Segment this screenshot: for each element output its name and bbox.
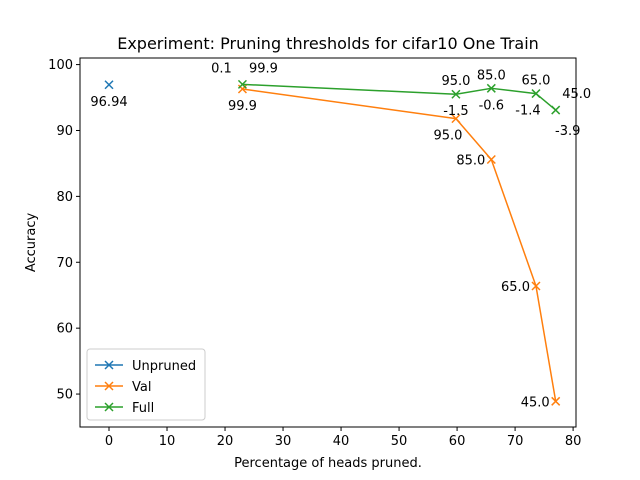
data-label-full: 95.0: [441, 74, 470, 89]
y-axis-title: Accuracy: [24, 213, 39, 273]
series-line-full: [242, 83, 557, 111]
data-label-full: 45.0: [562, 87, 591, 102]
marker-stroke: [486, 83, 496, 93]
y-tick-label: 50: [56, 388, 73, 403]
legend-label-val: Val: [132, 380, 151, 395]
x-tick-label: 40: [333, 434, 350, 449]
data-label-full: -1.5: [443, 104, 468, 119]
legend: Unpruned Val Full: [86, 348, 206, 421]
axes: 0 10 20 30 40 50 60 70 80 50 60 70 80 90 100: [48, 58, 581, 449]
data-label-val: 45.0: [521, 395, 550, 410]
data-label-val: 99.9: [228, 99, 257, 114]
plot-area: 96.94 99.9 95.0 85.0 65.0 45.0 0.1 99.9 95.0 -1.5…: [90, 61, 591, 410]
y-tick-label: 90: [56, 124, 73, 139]
data-label-val: 85.0: [456, 153, 485, 168]
legend-item-full: Full: [95, 401, 154, 416]
y-tick-label: 80: [56, 190, 73, 205]
data-point-full: [486, 83, 496, 93]
data-label-full: -1.4: [515, 104, 540, 119]
data-point-full: [551, 105, 561, 115]
x-tick-label: 0: [105, 434, 113, 449]
legend-label-full: Full: [132, 401, 154, 416]
marker-stroke: [451, 114, 461, 124]
plot-frame: [79, 57, 577, 428]
x-tick-label: 60: [449, 434, 466, 449]
data-label-full: -0.6: [479, 98, 504, 113]
data-point-val: [451, 114, 461, 124]
y-tick-label: 70: [56, 256, 73, 271]
marker-stroke: [551, 105, 561, 115]
marker-stroke: [104, 360, 114, 370]
data-point-full: [531, 89, 541, 99]
legend-marker: [104, 402, 114, 412]
data-point-full: [237, 79, 247, 89]
data-label-full: 0.1: [211, 61, 232, 76]
data-label-full: 85.0: [477, 68, 506, 83]
data-point-full: [451, 89, 461, 99]
marker-stroke: [451, 89, 461, 99]
legend-item-val: Val: [95, 380, 151, 395]
series-line-val: [242, 88, 557, 402]
data-label-full: 65.0: [521, 74, 550, 89]
legend-label-unpruned: Unpruned: [132, 359, 196, 374]
series-val: 99.9 95.0 85.0 65.0 45.0: [228, 84, 561, 410]
x-tick-label: 70: [507, 434, 524, 449]
data-label-full: 99.9: [249, 61, 278, 76]
x-tick-label: 20: [217, 434, 234, 449]
marker-stroke: [104, 80, 114, 90]
data-label-full: -3.9: [555, 124, 580, 139]
series-full: 0.1 99.9 95.0 -1.5 85.0 -0.6 65.0 -1.4 45.0 -3.9: [211, 61, 591, 139]
marker-stroke: [486, 154, 496, 165]
legend-box: [86, 348, 206, 421]
x-tick-label: 80: [565, 434, 582, 449]
data-point-val: [531, 281, 541, 291]
marker-stroke: [531, 281, 541, 291]
x-tick-label: 50: [391, 434, 408, 449]
data-point-val: [551, 396, 561, 406]
data-label-val: 65.0: [501, 280, 530, 295]
marker-stroke: [104, 381, 114, 391]
chart-title: Experiment: Pruning thresholds for cifar…: [117, 34, 539, 53]
data-point-unpruned: [104, 80, 114, 90]
x-tick-label: 10: [159, 434, 176, 449]
marker-stroke: [551, 396, 561, 406]
marker-stroke: [104, 402, 114, 412]
data-label-unpruned: 96.94: [90, 95, 127, 110]
marker-stroke: [531, 89, 541, 99]
marker-stroke: [237, 79, 247, 89]
x-axis-title: Percentage of heads pruned.: [234, 456, 422, 471]
data-label-val: 95.0: [433, 129, 462, 144]
x-tick-label: 30: [275, 434, 292, 449]
y-tick-label: 60: [56, 322, 73, 337]
legend-marker: [104, 360, 114, 370]
y-tick-label: 100: [48, 58, 73, 73]
data-point-val: [486, 154, 496, 165]
legend-marker: [104, 381, 114, 391]
legend-item-unpruned: Unpruned: [95, 359, 196, 374]
series-unpruned: 96.94: [90, 80, 128, 110]
